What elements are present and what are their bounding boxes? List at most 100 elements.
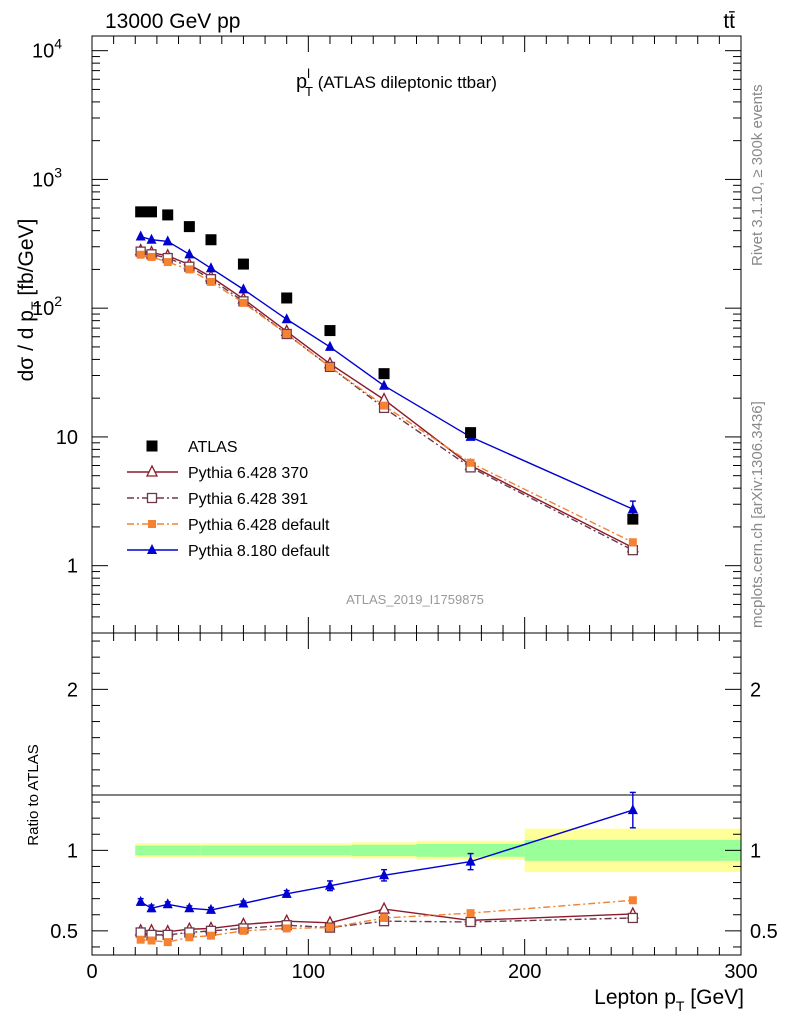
ratio-frame [91, 632, 742, 956]
ratio-y-tick-label-left: 1 [67, 840, 78, 862]
ratio-data-point [465, 855, 476, 866]
ratio-data-point [324, 879, 335, 890]
y-tick-label: 1 [67, 556, 78, 578]
main-y-axis-label: dσ / d pT [fb/GeV] [15, 219, 44, 382]
band-inner [200, 845, 352, 856]
series-atlas [135, 206, 639, 525]
ratio-data-point [281, 887, 292, 898]
ratio-data-point [185, 933, 194, 942]
data-point [183, 221, 195, 233]
x-tick-label: 200 [508, 961, 541, 983]
data-point [324, 325, 336, 337]
plot-title-rest: (ATLAS dileptonic ttbar) [313, 73, 497, 92]
data-point [627, 545, 638, 556]
energy-label: 13000 GeV pp [105, 10, 240, 33]
x-axis-label-rest: [GeV] [684, 986, 744, 1009]
data-point [238, 283, 249, 294]
main-axis-ticks [91, 36, 742, 634]
data-point [239, 298, 248, 307]
legend-label: Pythia 6.428 391 [188, 491, 308, 508]
main-y-axis-label-main: dσ / d p [15, 310, 38, 381]
ratio-data-point [163, 938, 172, 947]
main-y-tick-labels: 1 10 102 103 104 [32, 36, 78, 578]
data-point [378, 368, 390, 380]
ratio-y-tick-label-right: 2 [750, 679, 761, 701]
watermark: ATLAS_2019_I1759875 [346, 592, 484, 607]
ratio-uncertainty-bands [135, 828, 741, 873]
data-point [237, 258, 249, 270]
ratio-data-point [135, 895, 146, 906]
x-axis-label: Lepton pT [GeV] [594, 986, 744, 1014]
ratio-data-point [466, 909, 475, 918]
plot-title: pl T (ATLAS dileptonic ttbar) [296, 66, 497, 99]
plot-title-sub: T [305, 84, 313, 99]
ratio-series-pythia-6-428-default [136, 896, 637, 947]
x-axis-label-main: Lepton p [594, 986, 676, 1009]
data-point [185, 265, 194, 274]
ratio-series-line [140, 917, 633, 936]
legend-item-pythia-6-428-370: Pythia 6.428 370 [127, 464, 308, 482]
ratio-data-point [162, 898, 173, 909]
y-tick-label: 102 [32, 293, 62, 320]
ratio-data-point [465, 916, 476, 928]
x-tick-label: 100 [292, 961, 325, 983]
side-label-mcplots: mcplots.cern.ch [arXiv:1306.3436] [749, 401, 766, 628]
ratio-data-point [325, 923, 334, 932]
data-point [205, 262, 216, 273]
legend-label: Pythia 6.428 370 [188, 465, 308, 482]
data-point [205, 234, 217, 246]
legend: ATLAS Pythia 6.428 370 Pythia 6.428 391 Pyt… [127, 439, 330, 560]
process-label: tt̄ [723, 10, 735, 33]
ratio-y-tick-label-right: 1 [750, 840, 761, 862]
data-point [628, 538, 637, 547]
data-point [163, 258, 172, 267]
x-tick-label: 300 [724, 961, 757, 983]
ratio-data-point [282, 924, 291, 933]
legend-swatch-marker [146, 440, 158, 452]
legend-label: Pythia 8.180 default [188, 543, 330, 560]
ratio-y-tick-label-left: 0.5 [50, 921, 78, 943]
ratio-data-point [146, 902, 157, 913]
ratio-data-point [135, 927, 146, 938]
ratio-y-axis-label: Ratio to ATLAS [25, 744, 42, 845]
y-tick-label: 104 [32, 36, 62, 63]
data-point [162, 235, 173, 246]
ratio-data-point [380, 913, 389, 922]
ratio-data-point [147, 936, 156, 945]
ratio-data-point [628, 896, 637, 905]
plot-title-main: p [296, 71, 307, 93]
data-point [380, 401, 389, 410]
ratio-series-line [140, 899, 633, 943]
data-point [466, 458, 475, 467]
legend-item-pythia-6-428-391: Pythia 6.428 391 [127, 491, 308, 508]
ratio-data-point [238, 897, 249, 908]
legend-swatch-marker [146, 492, 158, 504]
data-point [325, 362, 334, 371]
legend-item-pythia-8-180-default: Pythia 8.180 default [127, 543, 330, 560]
ratio-series [134, 791, 639, 947]
y-tick-label: 10 [56, 427, 78, 449]
ratio-data-point [377, 901, 391, 914]
ratio-series-pythia-8-180-default [135, 791, 638, 914]
data-point [281, 292, 293, 304]
ratio-data-point [206, 931, 215, 940]
data-point [135, 230, 146, 241]
data-point [136, 250, 145, 259]
legend-label: ATLAS [188, 439, 238, 456]
plot-title-sup: l [307, 66, 310, 81]
main-series [134, 206, 639, 556]
side-label-rivet: Rivet 3.1.10, ≥ 300k events [749, 84, 766, 266]
ratio-data-point [162, 929, 173, 941]
x-axis-label-sub: T [676, 998, 685, 1014]
data-point [281, 313, 292, 324]
data-point [184, 248, 195, 259]
data-point [135, 206, 147, 218]
ratio-y-tick-label-right: 0.5 [750, 921, 778, 943]
band-inner [135, 845, 201, 856]
ratio-y-tick-label-left: 2 [67, 679, 78, 701]
data-point [147, 252, 156, 261]
ratio-data-point [239, 926, 248, 935]
data-point [465, 427, 477, 439]
data-point [379, 379, 390, 390]
